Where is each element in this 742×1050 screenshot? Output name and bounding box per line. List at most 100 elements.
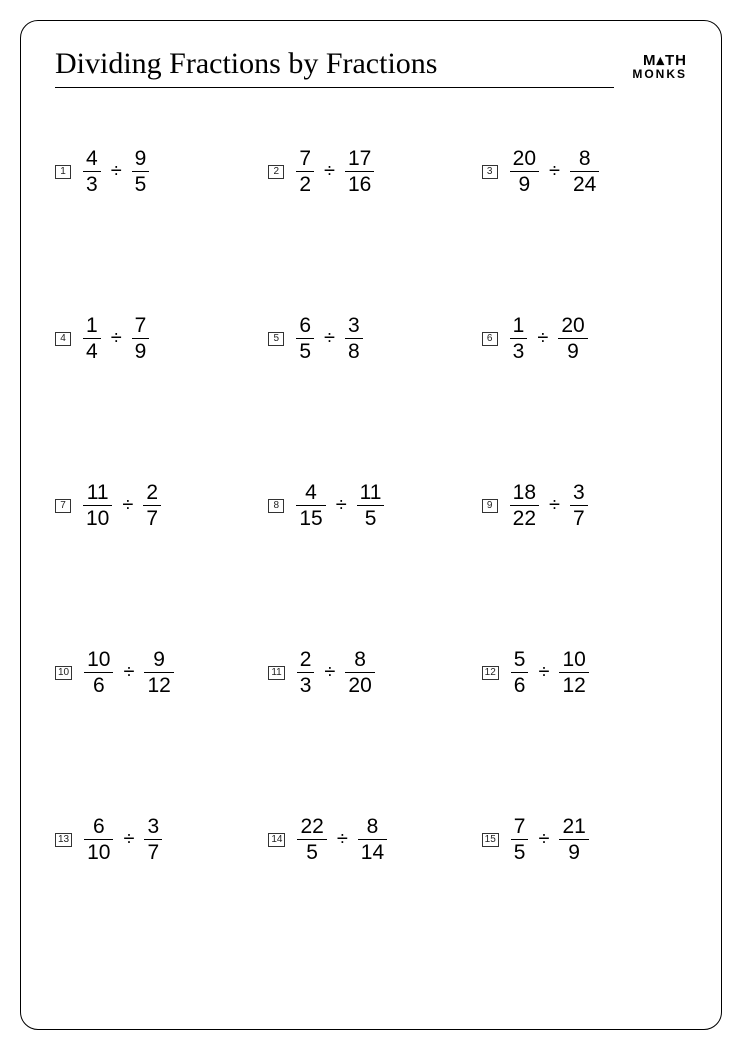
divide-operator: ÷ [324,327,335,350]
problem-number-box: 1 [55,165,71,179]
fraction-a: 1110 [83,482,112,529]
fraction-b: 27 [143,482,161,529]
denominator: 2 [296,172,314,195]
divide-operator: ÷ [337,828,348,851]
fraction-a: 14 [83,315,101,362]
fraction-a: 13 [510,315,528,362]
denominator: 3 [297,673,315,696]
numerator: 20 [558,315,587,338]
fraction-b: 219 [559,816,588,863]
fraction-b: 1716 [345,148,374,195]
problem-number-box: 11 [268,666,284,680]
problem: 14225÷814 [268,816,473,863]
problem: 8 415 ÷ 115 [268,482,473,529]
problem: 1575÷219 [482,816,687,863]
logo-line2: MONKS [632,68,687,80]
numerator: 9 [150,649,168,672]
problem-number-box: 7 [55,499,71,513]
numerator: 8 [576,148,594,171]
denominator: 15 [296,506,325,529]
problem-number-box: 9 [482,499,498,513]
problem: 10 106 ÷ 912 [55,649,260,696]
problem-number-box: 5 [268,332,284,346]
problem-number-box: 3 [482,165,498,179]
problem: 272÷1716 [268,148,473,195]
divide-operator: ÷ [123,828,134,851]
divide-operator: ÷ [549,160,560,183]
divide-operator: ÷ [538,661,549,684]
title-block: Dividing Fractions by Fractions [55,47,614,88]
denominator: 10 [84,840,113,863]
divide-operator: ÷ [123,661,134,684]
fraction-a: 106 [84,649,113,696]
denominator: 9 [564,339,582,362]
denominator: 10 [83,506,112,529]
problem-number-box: 10 [55,666,72,680]
denominator: 5 [303,840,321,863]
problem-number-box: 4 [55,332,71,346]
numerator: 21 [559,816,588,839]
problem: 11 23 ÷ 820 [268,649,473,696]
numerator: 4 [302,482,320,505]
header: Dividing Fractions by Fractions M▴TH MON… [55,47,687,88]
fraction-b: 38 [345,315,363,362]
denominator: 16 [345,172,374,195]
denominator: 4 [83,339,101,362]
logo-line1: M▴TH [632,53,687,68]
denominator: 12 [559,673,588,696]
fraction-b: 814 [358,816,387,863]
fraction-a: 56 [511,649,529,696]
numerator: 9 [132,148,150,171]
denominator: 5 [511,840,529,863]
denominator: 5 [132,172,150,195]
divide-operator: ÷ [336,494,347,517]
problem: 613÷209 [482,315,687,362]
fraction-b: 37 [144,816,162,863]
problem: 91822÷37 [482,482,687,529]
numerator: 22 [297,816,326,839]
denominator: 5 [362,506,380,529]
denominator: 22 [510,506,539,529]
fraction-b: 912 [144,649,173,696]
numerator: 2 [297,649,315,672]
problem-number-box: 8 [268,499,284,513]
numerator: 7 [296,148,314,171]
denominator: 5 [296,339,314,362]
fraction-b: 820 [345,649,374,696]
denominator: 20 [345,673,374,696]
fraction-a: 1822 [510,482,539,529]
denominator: 9 [565,840,583,863]
numerator: 10 [559,649,588,672]
problem: 143÷95 [55,148,260,195]
denominator: 8 [345,339,363,362]
denominator: 6 [90,673,108,696]
numerator: 3 [345,315,363,338]
problem: 3209÷824 [482,148,687,195]
problem: 565 ÷ 38 [268,315,473,362]
divide-operator: ÷ [122,494,133,517]
denominator: 7 [143,506,161,529]
problem-number-box: 6 [482,332,498,346]
fraction-b: 115 [357,482,385,529]
denominator: 3 [510,339,528,362]
numerator: 1 [510,315,528,338]
numerator: 11 [357,482,385,505]
numerator: 18 [510,482,539,505]
problem: 13610÷37 [55,816,260,863]
problem-grid: 143÷95272÷17163209÷824414÷79565÷38613÷20… [55,148,687,863]
numerator: 4 [83,148,101,171]
numerator: 6 [296,315,314,338]
fraction-a: 225 [297,816,326,863]
numerator: 8 [364,816,382,839]
numerator: 7 [511,816,529,839]
divide-operator: ÷ [324,661,335,684]
fraction-a: 23 [297,649,315,696]
divide-operator: ÷ [324,160,335,183]
fraction-a: 75 [511,816,529,863]
fraction-a: 209 [510,148,539,195]
problem: 414÷79 [55,315,260,362]
numerator: 8 [351,649,369,672]
denominator: 7 [144,840,162,863]
denominator: 12 [144,673,173,696]
problem-number-box: 12 [482,666,499,680]
